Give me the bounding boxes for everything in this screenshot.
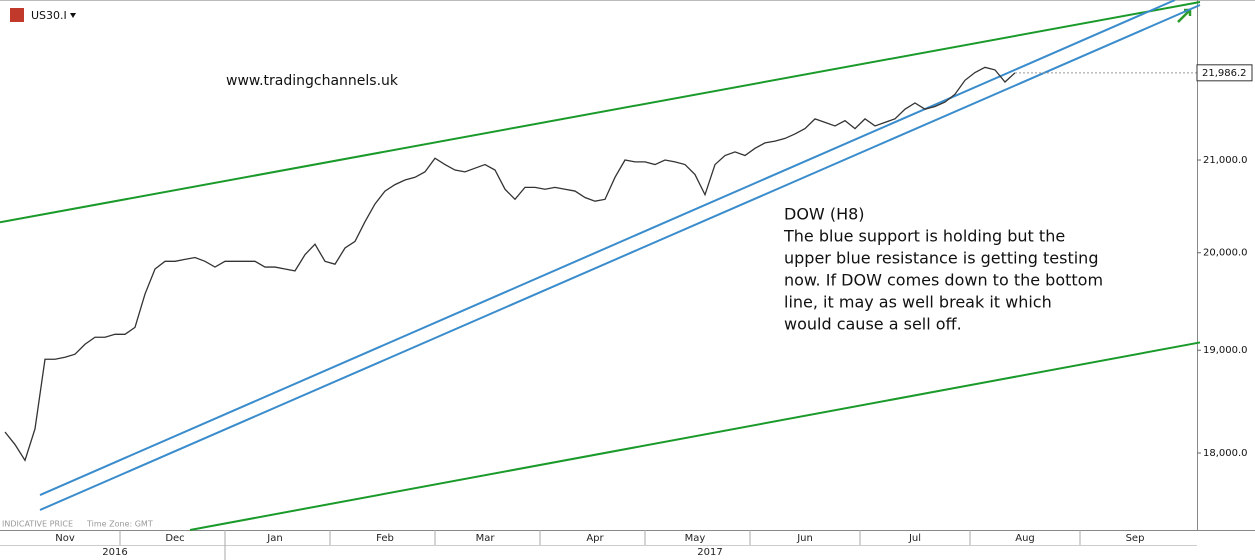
x-tick-label: Apr	[586, 533, 604, 544]
trend-line	[39, 0, 1176, 496]
y-tick-label: 20,000.0	[1203, 248, 1248, 259]
x-tick-label: Feb	[376, 533, 394, 544]
annotation-line: would cause a sell off.	[784, 315, 962, 334]
year-label: 2016	[102, 547, 127, 558]
year-label: 2017	[697, 547, 722, 558]
y-tick-label: 21,000.0	[1203, 155, 1248, 166]
footer-note: INDICATIVE PRICE	[2, 520, 73, 529]
x-tick-label: Jan	[266, 533, 282, 544]
x-tick-label: Sep	[1126, 533, 1145, 544]
y-tick-label: 19,000.0	[1203, 345, 1248, 356]
symbol-icon	[10, 8, 24, 22]
x-tick-label: Dec	[165, 533, 184, 544]
x-tick-label: Mar	[476, 533, 496, 544]
annotation-line: The blue support is holding but the	[783, 227, 1065, 246]
trend-line	[0, 1, 1201, 224]
price-line	[4, 66, 1016, 462]
watermark: www.tradingchannels.uk	[226, 73, 399, 89]
symbol[interactable]: US30.I	[31, 9, 67, 22]
symbol-dropdown[interactable]	[70, 13, 76, 18]
last-price-label: 21,986.2	[1202, 68, 1247, 79]
trend-line	[39, 4, 1201, 511]
x-tick-label: Nov	[55, 533, 75, 544]
annotation: DOW (H8) The blue support is holding but …	[783, 205, 1103, 334]
annotation-line: line, it may as well break it which	[784, 293, 1052, 312]
time-zone: Time Zone: GMT	[86, 520, 153, 529]
annotation-line: DOW (H8)	[784, 205, 865, 224]
last-price-box	[1196, 64, 1253, 82]
x-tick-label: Aug	[1015, 533, 1035, 544]
annotation-line: upper blue resistance is getting testing	[784, 249, 1098, 268]
trend-line	[189, 341, 1201, 531]
y-tick-label: 18,000.0	[1203, 448, 1248, 459]
x-tick-label: May	[685, 533, 706, 544]
x-tick-label: Jul	[908, 533, 921, 544]
x-tick-label: Jun	[796, 533, 813, 544]
annotation-line: now. If DOW comes down to the bottom	[784, 271, 1103, 290]
